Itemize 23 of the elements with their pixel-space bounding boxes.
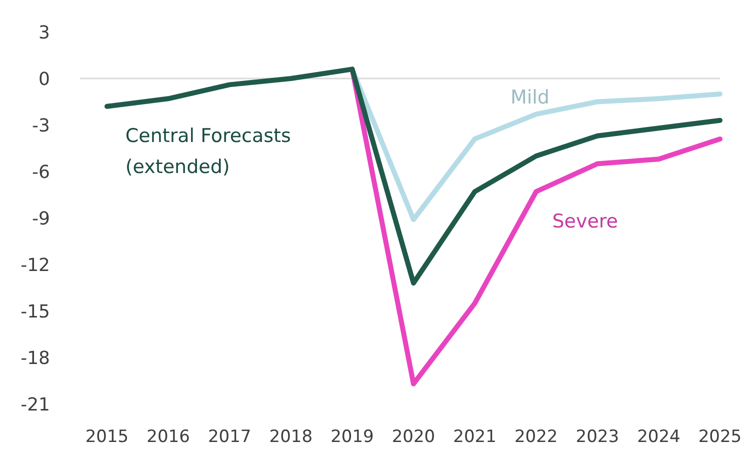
y-tick-label: -15 [20, 301, 50, 322]
y-tick-label: 0 [38, 68, 50, 90]
y-tick-label: -21 [20, 394, 50, 416]
y-tick-label: 3 [38, 22, 50, 44]
x-tick-label: 2016 [146, 427, 190, 447]
y-tick-label: -9 [32, 208, 50, 230]
x-tick-label: 2019 [330, 427, 374, 447]
x-tick-label: 2023 [576, 427, 620, 447]
x-tick-label: 2020 [392, 427, 436, 447]
x-tick-label: 2021 [453, 427, 496, 447]
x-tick-label: 2015 [85, 427, 129, 447]
series-label: Mild [510, 86, 550, 108]
x-tick-label: 2024 [637, 427, 680, 447]
x-tick-label: 2018 [269, 427, 313, 447]
x-tick-label: 2025 [698, 427, 742, 447]
y-tick-label: -3 [32, 115, 50, 136]
x-tick-label: 2017 [208, 427, 252, 447]
series-label: Severe [552, 210, 618, 232]
y-tick-label: -6 [32, 162, 50, 183]
series-label: Central Forecasts (extended) [125, 125, 291, 178]
y-tick-label: -18 [20, 348, 50, 369]
x-tick-label: 2022 [514, 427, 558, 447]
y-tick-label: -12 [20, 254, 50, 276]
